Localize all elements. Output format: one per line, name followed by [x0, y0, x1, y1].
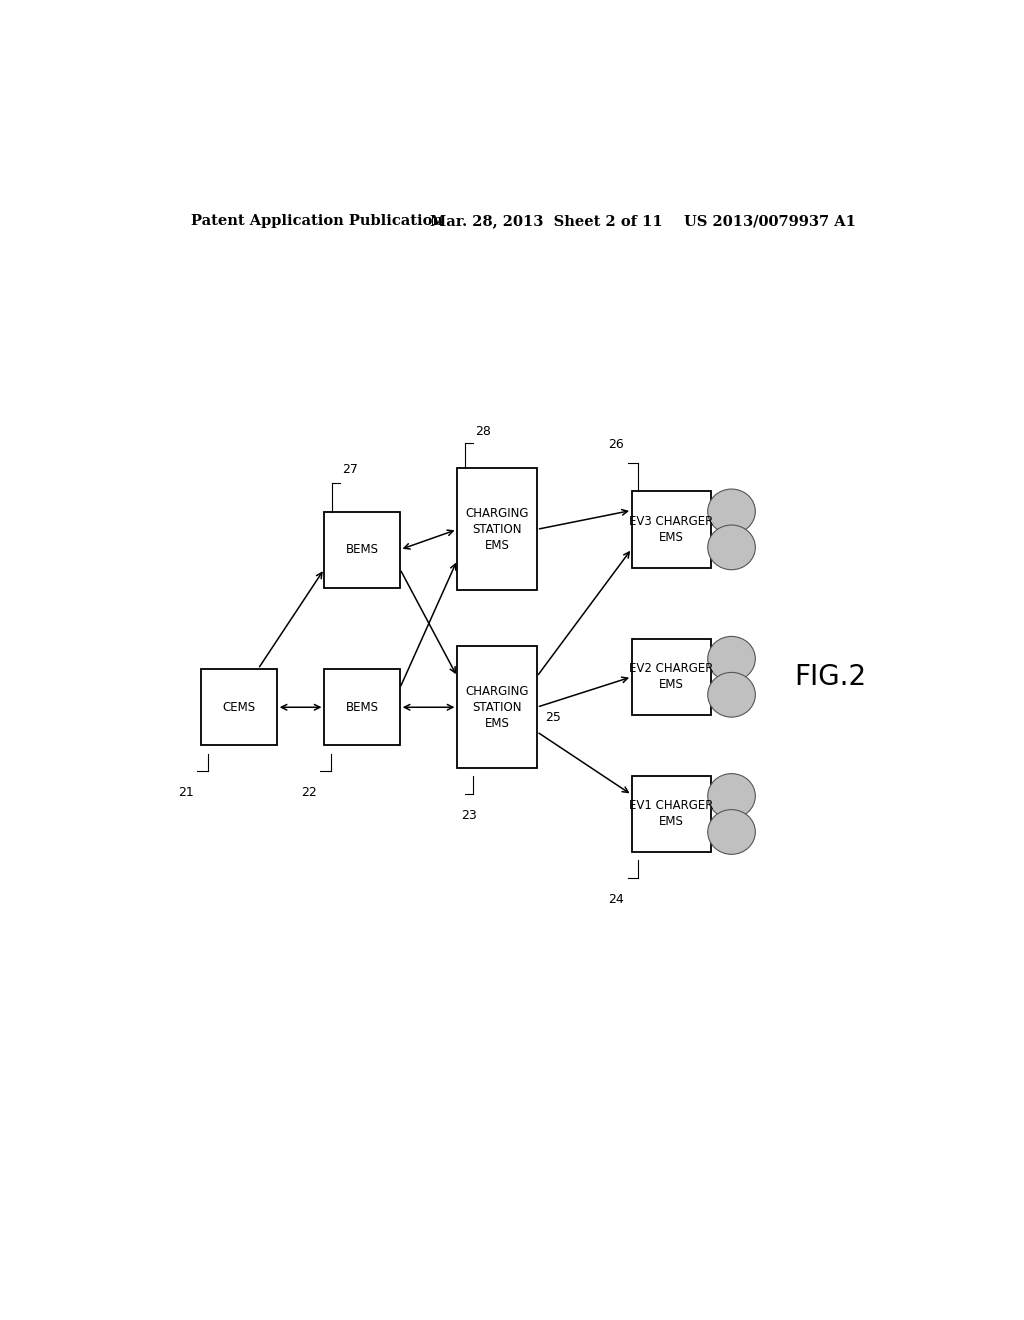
- Text: FIG.2: FIG.2: [795, 663, 866, 690]
- Bar: [202, 669, 276, 746]
- Ellipse shape: [708, 809, 756, 854]
- Text: 21: 21: [178, 785, 194, 799]
- Text: Mar. 28, 2013  Sheet 2 of 11: Mar. 28, 2013 Sheet 2 of 11: [430, 214, 663, 228]
- Text: 22: 22: [301, 785, 316, 799]
- Ellipse shape: [708, 636, 756, 681]
- Bar: [632, 776, 712, 853]
- Text: 26: 26: [608, 438, 624, 450]
- Text: 28: 28: [475, 425, 490, 438]
- Bar: [325, 669, 399, 746]
- Text: US 2013/0079937 A1: US 2013/0079937 A1: [684, 214, 855, 228]
- Bar: [458, 469, 537, 590]
- Text: 23: 23: [462, 809, 477, 822]
- Text: CHARGING
STATION
EMS: CHARGING STATION EMS: [465, 507, 528, 552]
- Text: Patent Application Publication: Patent Application Publication: [191, 214, 443, 228]
- Text: CHARGING
STATION
EMS: CHARGING STATION EMS: [465, 685, 528, 730]
- Text: BEMS: BEMS: [346, 544, 379, 556]
- Ellipse shape: [708, 488, 756, 533]
- Text: BEMS: BEMS: [346, 701, 379, 714]
- Bar: [458, 647, 537, 768]
- Bar: [325, 512, 399, 587]
- Text: EV1 CHARGER
EMS: EV1 CHARGER EMS: [630, 800, 714, 829]
- Ellipse shape: [708, 525, 756, 570]
- Text: 25: 25: [545, 711, 560, 723]
- Text: EV3 CHARGER
EMS: EV3 CHARGER EMS: [630, 515, 714, 544]
- Text: CEMS: CEMS: [222, 701, 256, 714]
- Bar: [632, 639, 712, 715]
- Ellipse shape: [708, 672, 756, 717]
- Text: EV2 CHARGER
EMS: EV2 CHARGER EMS: [630, 663, 714, 692]
- Text: 24: 24: [608, 892, 624, 906]
- Text: 27: 27: [342, 463, 357, 477]
- Bar: [632, 491, 712, 568]
- Ellipse shape: [708, 774, 756, 818]
